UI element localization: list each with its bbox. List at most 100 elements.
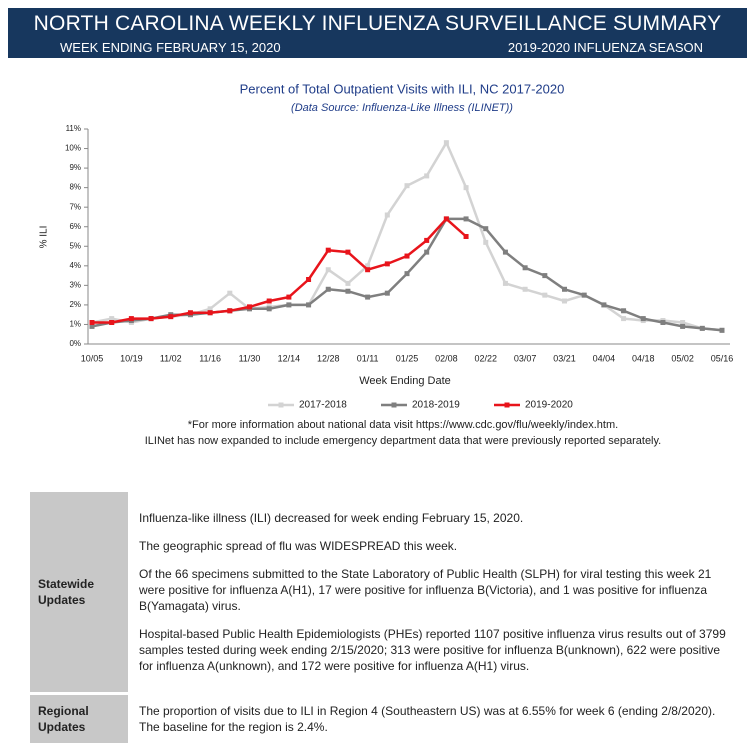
x-tick-label: 01/11	[357, 353, 379, 363]
point	[365, 263, 371, 269]
point	[207, 306, 213, 312]
point	[522, 265, 528, 271]
point	[699, 325, 705, 331]
point	[384, 212, 390, 218]
x-tick-label: 02/08	[435, 353, 458, 363]
point	[660, 320, 666, 325]
x-tick-label: 11/30	[239, 353, 261, 363]
point	[325, 267, 331, 273]
point	[463, 185, 469, 191]
y-tick-label: 5%	[69, 241, 81, 250]
chart-title: Percent of Total Outpatient Visits with …	[240, 81, 565, 96]
point	[502, 280, 508, 286]
y-tick-label: 9%	[69, 163, 81, 172]
point	[247, 304, 252, 310]
point	[502, 249, 508, 255]
row-label: Regional Updates	[30, 693, 129, 746]
point	[325, 286, 331, 292]
legend-marker	[504, 402, 510, 408]
point	[719, 327, 725, 333]
updates-table: Statewide Updates Influenza-like illness …	[30, 492, 740, 746]
y-tick-label: 3%	[69, 280, 81, 289]
point	[266, 298, 272, 304]
point	[227, 290, 233, 296]
series-line	[91, 141, 723, 332]
point	[463, 216, 469, 222]
x-axis-title: Week Ending Date	[359, 375, 451, 387]
point	[522, 286, 528, 292]
point	[404, 183, 410, 189]
paragraph: Influenza-like illness (ILI) decreased f…	[139, 511, 524, 525]
week-ending: WEEK ENDING FEBRUARY 15, 2020	[60, 40, 281, 55]
point	[680, 320, 686, 325]
x-tick-label: 05/16	[711, 353, 734, 363]
paragraph: Of the 66 specimens submitted to the Sta…	[139, 567, 712, 613]
paragraph: The geographic spread of flu was WIDESPR…	[139, 539, 458, 553]
point	[562, 298, 567, 304]
point	[542, 273, 548, 279]
point	[187, 310, 193, 316]
point	[581, 292, 587, 298]
point	[483, 226, 489, 232]
point	[601, 302, 607, 308]
y-tick-label: 0%	[69, 339, 81, 348]
row-content: The proportion of visits due to ILI in R…	[128, 693, 740, 746]
point	[227, 308, 233, 314]
x-tick-label: 05/02	[671, 353, 694, 363]
point	[424, 173, 430, 179]
note: ILINet has now expanded to include emerg…	[145, 435, 662, 447]
x-tick-label: 02/22	[474, 353, 497, 363]
point	[640, 316, 646, 322]
x-tick-label: 12/14	[278, 353, 301, 363]
y-tick-label: 8%	[69, 183, 81, 192]
point	[424, 249, 430, 255]
point	[424, 237, 430, 243]
x-tick-label: 04/04	[593, 353, 616, 363]
point	[680, 323, 686, 329]
point	[109, 316, 115, 322]
point	[168, 314, 174, 320]
point	[463, 234, 469, 239]
point	[286, 294, 292, 300]
point	[306, 277, 312, 282]
row-content: Influenza-like illness (ILI) decreased f…	[128, 492, 740, 695]
x-tick-label: 11/02	[160, 353, 182, 363]
point	[384, 290, 390, 296]
point	[621, 308, 627, 314]
point	[365, 267, 371, 273]
point	[621, 316, 627, 322]
y-tick-label: 1%	[69, 320, 81, 329]
point	[89, 323, 95, 329]
x-tick-label: 03/21	[553, 353, 576, 363]
legend-label: 2019-2020	[525, 400, 573, 411]
legend-label: 2017-2018	[299, 400, 347, 411]
x-tick-label: 01/25	[396, 353, 419, 363]
chart-subtitle: (Data Source: Influenza-Like Illness (IL…	[291, 102, 513, 114]
y-tick-label: 6%	[69, 222, 81, 231]
x-tick-label: 03/07	[514, 353, 537, 363]
y-tick-label: 10%	[65, 144, 81, 153]
point	[148, 316, 154, 322]
point	[345, 288, 351, 294]
point	[483, 239, 489, 245]
point	[443, 216, 449, 222]
legend-label: 2018-2019	[412, 400, 460, 411]
series-line	[92, 217, 467, 324]
y-tick-label: 2%	[69, 300, 81, 309]
point	[404, 271, 410, 277]
header: NORTH CAROLINA WEEKLY INFLUENZA SURVEILL…	[8, 8, 747, 58]
y-axis-title: % ILI	[39, 226, 50, 249]
y-tick-label: 7%	[69, 202, 81, 211]
legend-marker	[391, 402, 397, 408]
point	[286, 302, 292, 308]
chart: Percent of Total Outpatient Visits with …	[39, 81, 734, 447]
point	[109, 320, 115, 325]
row-label: Statewide Updates	[30, 492, 129, 695]
paragraph: Hospital-based Public Health Epidemiolog…	[139, 627, 726, 673]
x-tick-label: 12/28	[317, 353, 340, 363]
y-tick-label: 4%	[69, 261, 81, 270]
point	[384, 261, 390, 267]
point	[128, 316, 134, 322]
point	[266, 306, 272, 312]
table-row: Regional Updates The proportion of visits…	[30, 693, 740, 746]
